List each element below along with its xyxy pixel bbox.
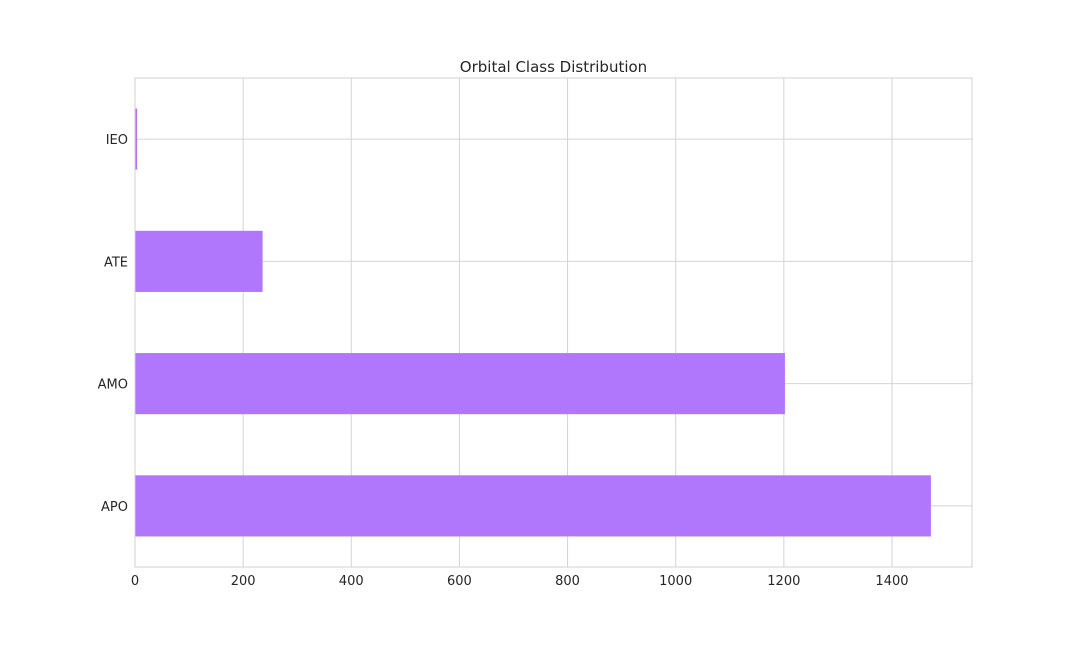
plot-frame — [134, 77, 973, 568]
x-axis-ticks: 0 200 400 600 800 1000 1200 1400 — [131, 574, 909, 589]
y-tick-label: ATE — [104, 255, 128, 270]
bar-ate — [135, 230, 263, 292]
x-tick-label: 0 — [131, 574, 139, 589]
x-tick-label: 1000 — [659, 574, 692, 589]
chart-title: Orbital Class Distribution — [460, 58, 647, 76]
y-tick-label: APO — [101, 500, 128, 515]
x-tick-label: 600 — [447, 574, 472, 589]
y-axis-ticks: APO AMO ATE IEO — [98, 133, 128, 515]
bars — [135, 108, 931, 537]
x-tick-label: 1400 — [875, 574, 908, 589]
x-tick-label: 800 — [555, 574, 580, 589]
x-tick-label: 400 — [339, 574, 364, 589]
bar-amo — [135, 353, 785, 415]
y-tick-label: IEO — [106, 133, 128, 148]
bar-apo — [135, 475, 931, 537]
x-tick-label: 200 — [231, 574, 256, 589]
y-tick-label: AMO — [98, 378, 128, 393]
x-tick-label: 1200 — [767, 574, 800, 589]
bar-ieo — [135, 108, 138, 170]
